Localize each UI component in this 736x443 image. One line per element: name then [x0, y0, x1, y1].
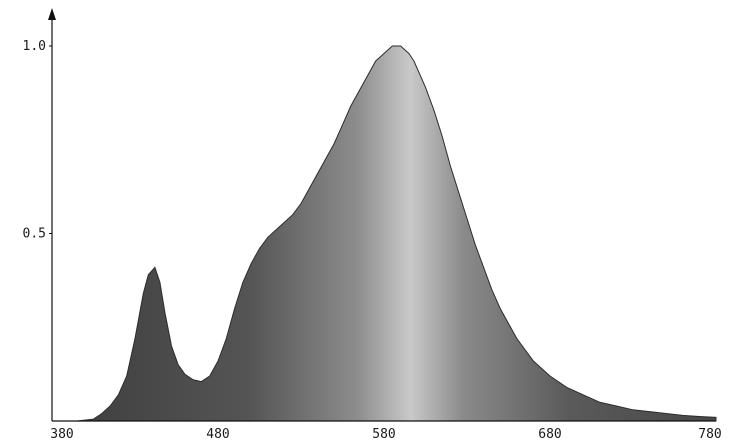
- y-tick-label: 0.5: [23, 227, 46, 242]
- y-ticks: 0.5 1.0: [23, 39, 52, 242]
- x-tick-label: 780: [698, 427, 721, 442]
- x-tick-label: 480: [206, 427, 229, 442]
- x-tick-label: 580: [372, 427, 395, 442]
- x-tick-label: 680: [538, 427, 561, 442]
- y-axis-arrow: [48, 8, 56, 20]
- y-tick-label: 1.0: [23, 39, 46, 54]
- x-ticks: 380 480 580 680 780: [50, 427, 721, 442]
- spectrum-area: [52, 45, 717, 422]
- x-tick-label: 380: [50, 427, 73, 442]
